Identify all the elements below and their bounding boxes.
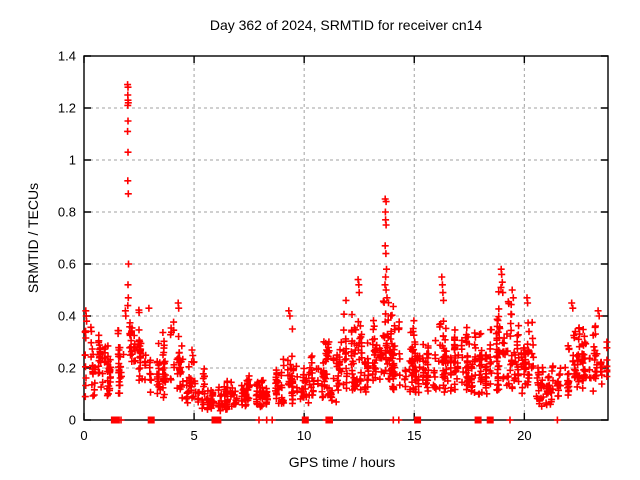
y-tick-label-0.2: 0.2 [57,360,76,376]
x-tick-label-20: 20 [517,428,532,443]
gridlines [84,56,608,420]
y-tick-label-0.4: 0.4 [57,308,76,324]
y-tick-label-0: 0 [68,412,76,428]
y-tick-label-1.4: 1.4 [57,48,76,64]
y-tick-label-1: 1 [68,152,76,168]
x-tick-label-10: 10 [296,428,312,443]
y-tick-label-0.6: 0.6 [57,256,76,272]
x-tick-label-5: 5 [190,428,198,443]
x-axis-label: GPS time / hours [288,454,396,470]
scatter-points [81,81,611,424]
x-tick-label-0: 0 [80,428,88,443]
x-tick-label-15: 15 [407,428,422,443]
y-tick-label-1.2: 1.2 [57,100,76,116]
chart-title: Day 362 of 2024, SRMTID for receiver cn1… [209,17,483,33]
plot-border [83,55,609,421]
y-tick-label-0.8: 0.8 [57,204,76,220]
